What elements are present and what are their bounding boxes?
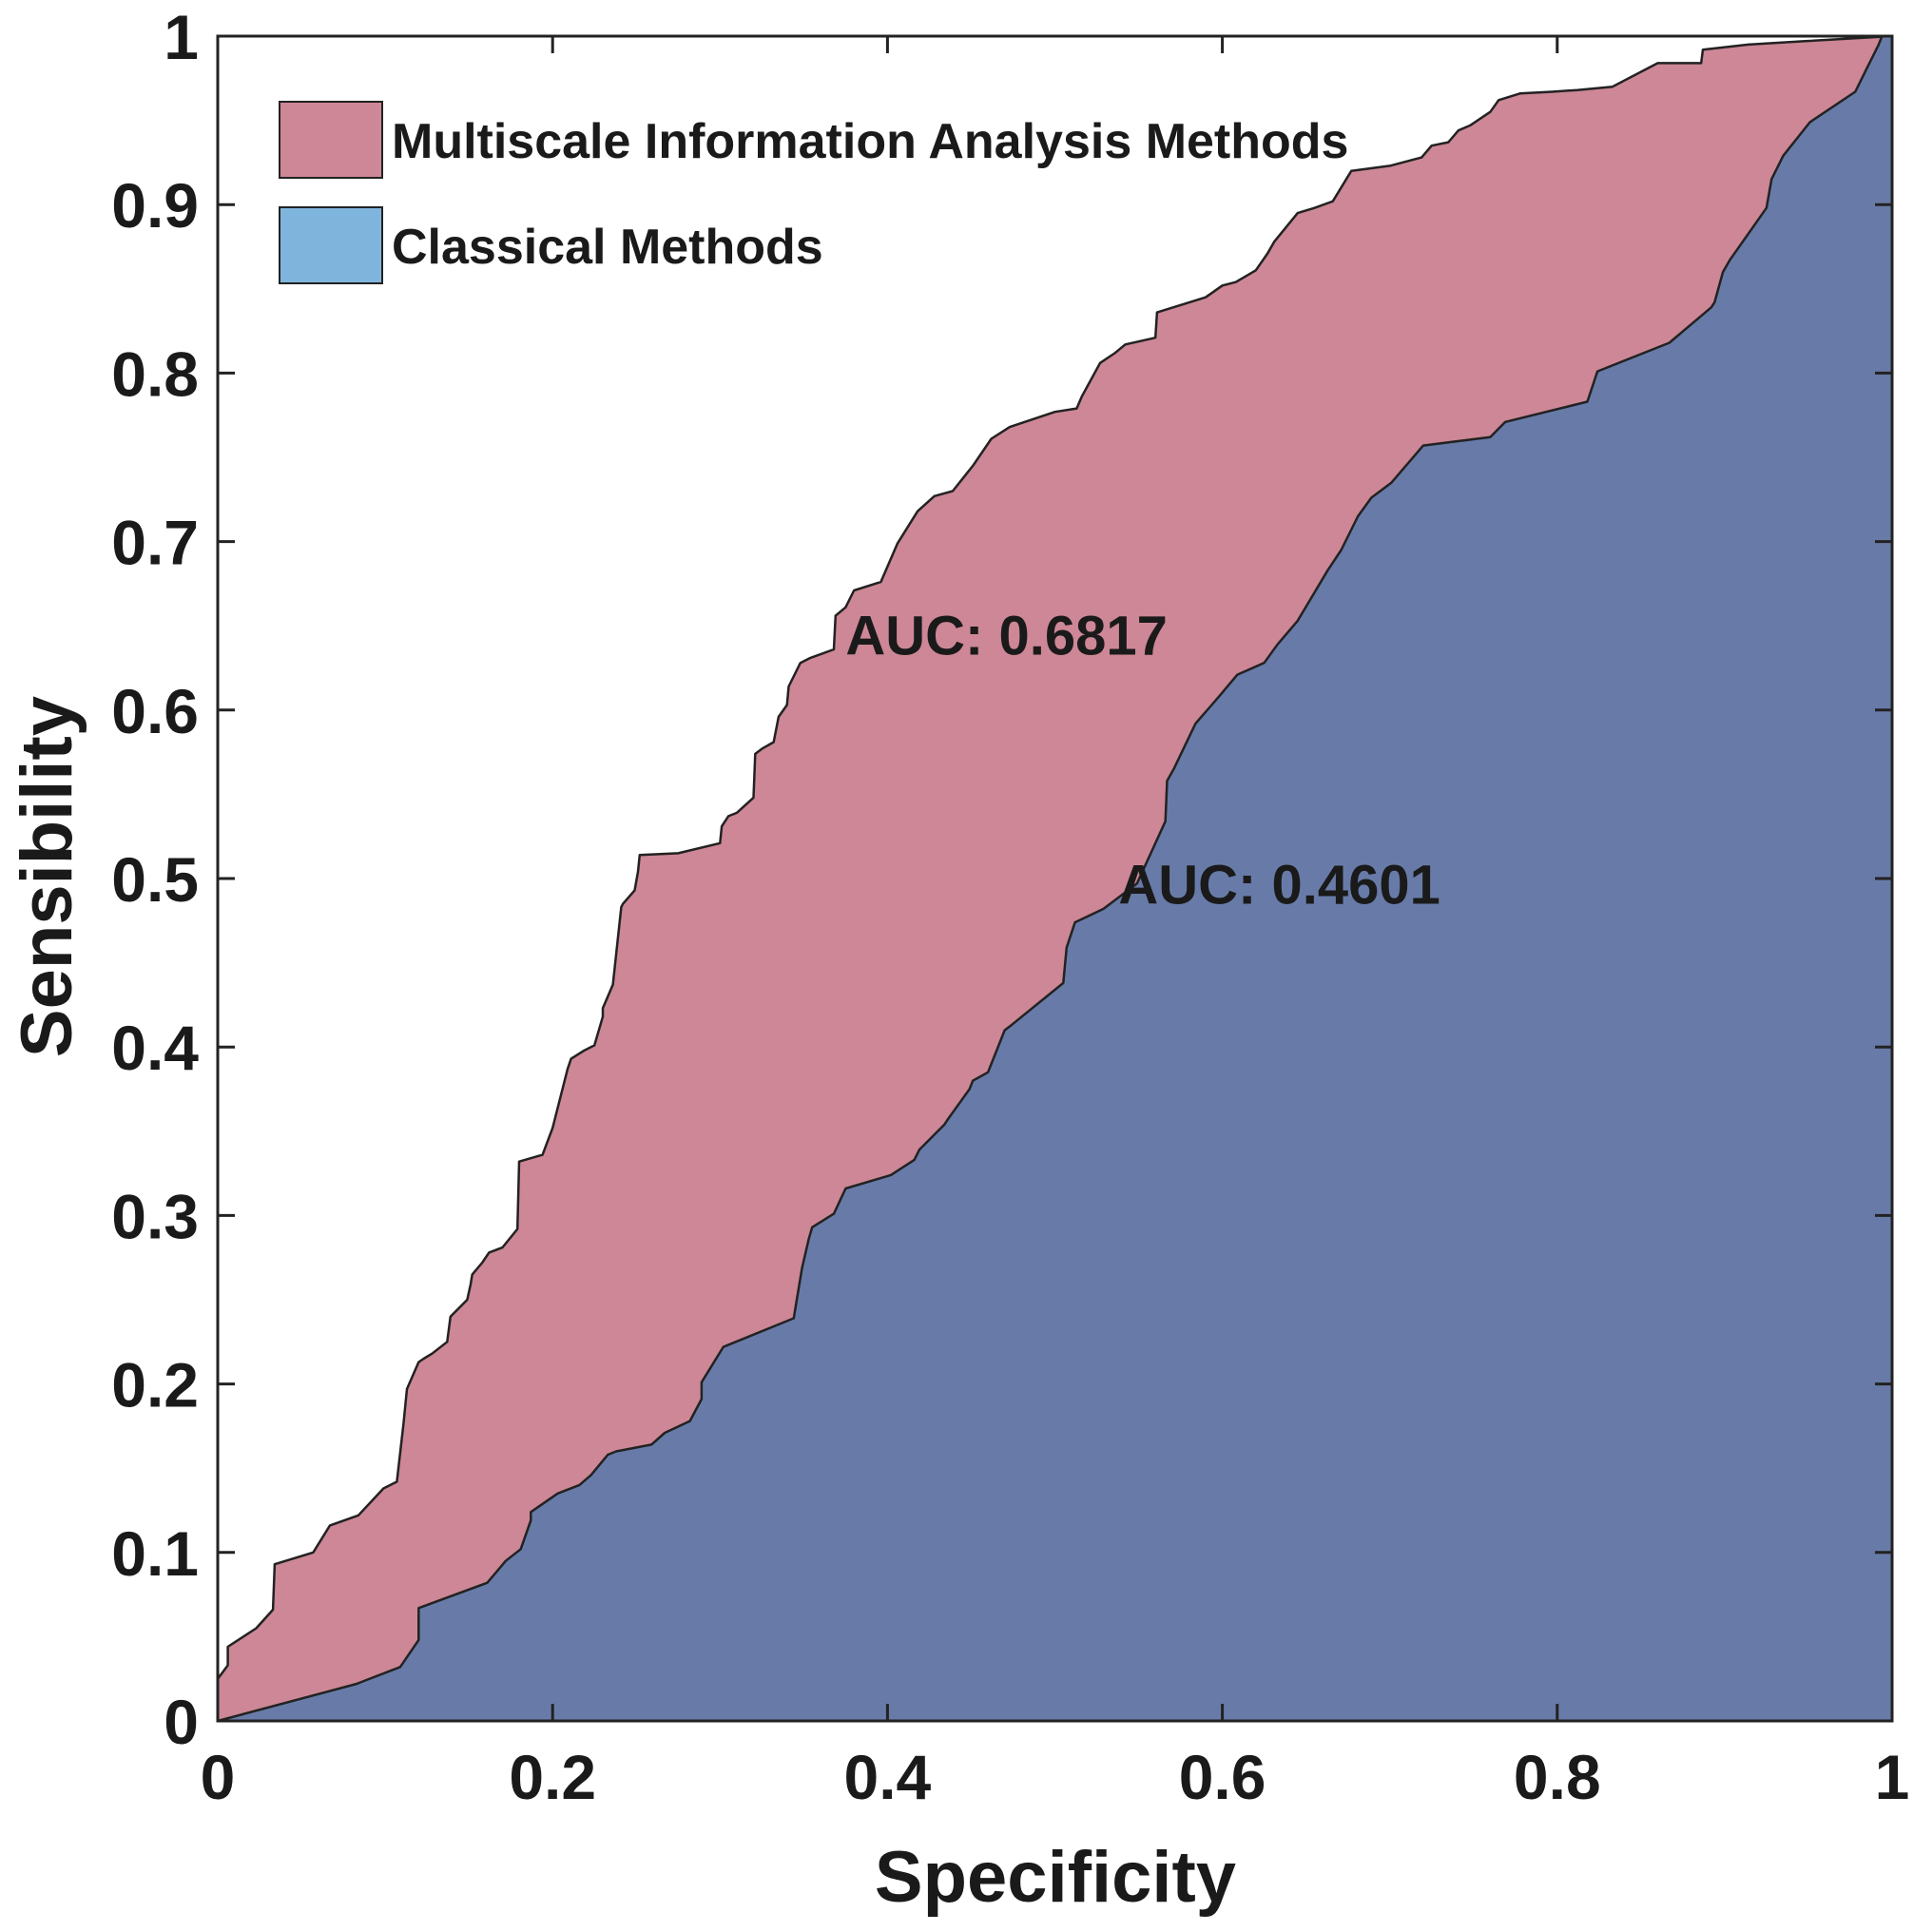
y-tick-label-3: 0.3	[111, 1181, 199, 1251]
y-tick-label-9: 0.9	[111, 170, 199, 241]
x-tick-label-5: 1	[1875, 1742, 1910, 1812]
y-tick-label-5: 0.5	[111, 844, 199, 915]
plot-areas	[216, 34, 1894, 1723]
legend: Multiscale Information Analysis Methods …	[279, 101, 1348, 284]
y-tick-label-8: 0.8	[111, 338, 199, 409]
auc-annotation-classical: AUC: 0.4601	[1118, 855, 1440, 917]
y-axis-label: Sensibility	[7, 696, 87, 1057]
y-tick-label-0: 0	[164, 1687, 199, 1757]
y-tick-label-4: 0.4	[111, 1013, 199, 1083]
x-tick-label-3: 0.6	[1179, 1742, 1266, 1812]
y-tick-label-1: 0.1	[111, 1518, 199, 1589]
x-axis-label: Specificity	[875, 1837, 1236, 1918]
x-tick-label-2: 0.4	[844, 1742, 932, 1812]
auc-annotation-multiscale: AUC: 0.6817	[845, 605, 1167, 667]
x-tick-label-0: 0	[201, 1742, 236, 1812]
legend-swatch-multiscale	[279, 101, 383, 179]
legend-label-classical: Classical Methods	[392, 220, 823, 275]
y-tick-label-6: 0.6	[111, 676, 199, 746]
legend-swatch-classical	[279, 206, 383, 284]
area-classical	[216, 34, 1894, 1723]
y-tick-label-10: 1	[164, 2, 199, 72]
x-tick-label-1: 0.2	[509, 1742, 596, 1812]
legend-label-multiscale: Multiscale Information Analysis Methods	[392, 114, 1348, 169]
y-tick-label-2: 0.2	[111, 1350, 199, 1420]
x-tick-label-4: 0.8	[1514, 1742, 1601, 1812]
y-tick-label-7: 0.7	[111, 508, 199, 578]
plot-frame	[216, 34, 1894, 1723]
